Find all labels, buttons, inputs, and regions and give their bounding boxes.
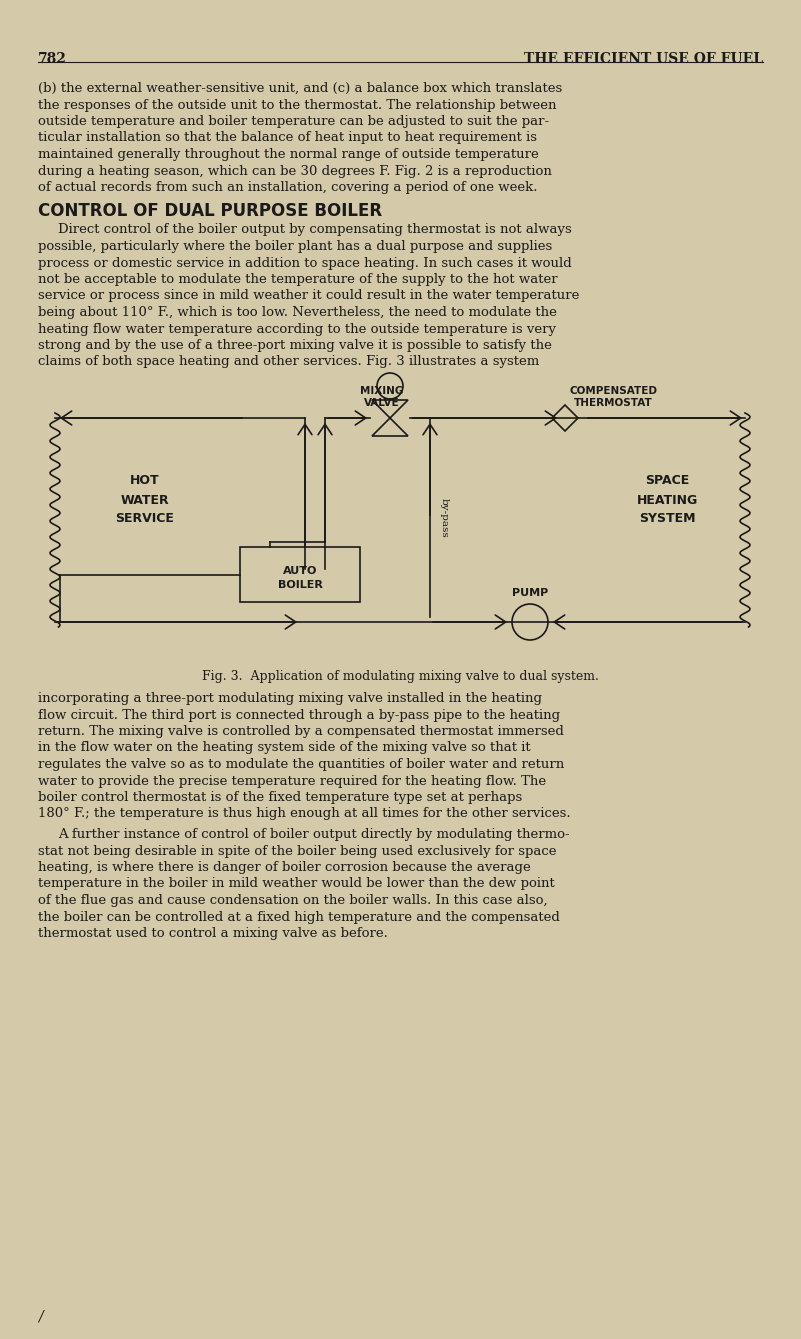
Text: THE EFFICIENT USE OF FUEL: THE EFFICIENT USE OF FUEL (524, 52, 763, 66)
Text: service or process since in mild weather it could result in the water temperatur: service or process since in mild weather… (38, 289, 579, 303)
Text: MIXING
VALVE: MIXING VALVE (360, 386, 404, 407)
Text: boiler control thermostat is of the fixed temperature type set at perhaps: boiler control thermostat is of the fixe… (38, 791, 522, 803)
Text: by-pass: by-pass (440, 498, 449, 537)
Text: claims of both space heating and other services. Fig. 3 illustrates a system: claims of both space heating and other s… (38, 355, 539, 368)
Text: flow circuit. The third port is connected through a by-pass pipe to the heating: flow circuit. The third port is connecte… (38, 708, 560, 722)
Text: temperature in the boiler in mild weather would be lower than the dew point: temperature in the boiler in mild weathe… (38, 877, 555, 890)
Text: water to provide the precise temperature required for the heating flow. The: water to provide the precise temperature… (38, 774, 546, 787)
Text: being about 110° F., which is too low. Nevertheless, the need to modulate the: being about 110° F., which is too low. N… (38, 307, 557, 319)
Text: COMPENSATED
THERMOSTAT: COMPENSATED THERMOSTAT (569, 386, 657, 407)
Text: Direct control of the boiler output by compensating thermostat is not always: Direct control of the boiler output by c… (58, 224, 572, 237)
Text: Fig. 3.  Application of modulating mixing valve to dual system.: Fig. 3. Application of modulating mixing… (202, 670, 598, 683)
Text: thermostat used to control a mixing valve as before.: thermostat used to control a mixing valv… (38, 927, 388, 940)
Text: SPACE
HEATING
SYSTEM: SPACE HEATING SYSTEM (636, 474, 698, 525)
Text: return. The mixing valve is controlled by a compensated thermostat immersed: return. The mixing valve is controlled b… (38, 724, 564, 738)
Text: maintained generally throughout the normal range of outside temperature: maintained generally throughout the norm… (38, 149, 539, 161)
Text: strong and by the use of a three-port mixing valve it is possible to satisfy the: strong and by the use of a three-port mi… (38, 339, 552, 352)
Text: in the flow water on the heating system side of the mixing valve so that it: in the flow water on the heating system … (38, 742, 530, 754)
Text: A further instance of control of boiler output directly by modulating thermo-: A further instance of control of boiler … (58, 828, 570, 841)
Text: (b) the external weather-sensitive unit, and (c) a balance box which translates: (b) the external weather-sensitive unit,… (38, 82, 562, 95)
Text: PUMP: PUMP (512, 588, 548, 599)
Text: possible, particularly where the boiler plant has a dual purpose and supplies: possible, particularly where the boiler … (38, 240, 552, 253)
Text: incorporating a three-port modulating mixing valve installed in the heating: incorporating a three-port modulating mi… (38, 692, 542, 706)
Text: the boiler can be controlled at a fixed high temperature and the compensated: the boiler can be controlled at a fixed … (38, 911, 560, 924)
Text: heating, is where there is danger of boiler corrosion because the average: heating, is where there is danger of boi… (38, 861, 531, 874)
Circle shape (512, 604, 548, 640)
Bar (240, 548, 360, 603)
Circle shape (377, 374, 403, 399)
Text: not be acceptable to modulate the temperature of the supply to the hot water: not be acceptable to modulate the temper… (38, 273, 557, 287)
Text: of the flue gas and cause condensation on the boiler walls. In this case also,: of the flue gas and cause condensation o… (38, 894, 548, 907)
Text: process or domestic service in addition to space heating. In such cases it would: process or domestic service in addition … (38, 257, 572, 269)
Text: of actual records from such an installation, covering a period of one week.: of actual records from such an installat… (38, 181, 537, 194)
Text: AUTO
BOILER: AUTO BOILER (278, 565, 323, 589)
Text: stat not being desirable in spite of the boiler being used exclusively for space: stat not being desirable in spite of the… (38, 845, 557, 857)
Text: during a heating season, which can be 30 degrees F. Fig. 2 is a reproduction: during a heating season, which can be 30… (38, 165, 552, 178)
Text: HOT
WATER
SERVICE: HOT WATER SERVICE (115, 474, 175, 525)
Text: ticular installation so that the balance of heat input to heat requirement is: ticular installation so that the balance… (38, 131, 537, 145)
Text: 782: 782 (38, 52, 66, 66)
Text: /: / (38, 1310, 42, 1324)
Text: the responses of the outside unit to the thermostat. The relationship between: the responses of the outside unit to the… (38, 99, 557, 111)
Text: CONTROL OF DUAL PURPOSE BOILER: CONTROL OF DUAL PURPOSE BOILER (38, 201, 382, 220)
Text: heating flow water temperature according to the outside temperature is very: heating flow water temperature according… (38, 323, 556, 336)
Text: regulates the valve so as to modulate the quantities of boiler water and return: regulates the valve so as to modulate th… (38, 758, 564, 771)
Text: outside temperature and boiler temperature can be adjusted to suit the par-: outside temperature and boiler temperatu… (38, 115, 549, 129)
Text: 180° F.; the temperature is thus high enough at all times for the other services: 180° F.; the temperature is thus high en… (38, 807, 570, 821)
